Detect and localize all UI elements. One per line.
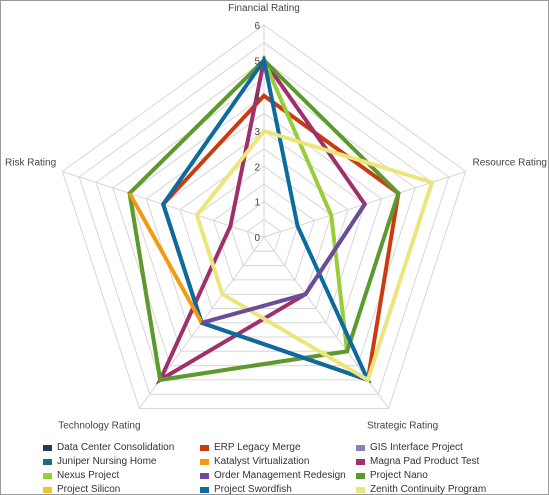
legend-swatch [43, 458, 52, 465]
legend-label: Katalyst Virtualization [214, 456, 310, 467]
series-line [127, 192, 204, 324]
legend-swatch [43, 472, 52, 479]
legend-label: Nexus Project [57, 470, 120, 481]
grid-ring [61, 24, 467, 409]
tick-label: 0 [254, 233, 260, 244]
series-line [155, 55, 368, 385]
grid-ring [162, 130, 366, 324]
legend-item[interactable]: Nexus Project [43, 469, 200, 482]
axis-label: Resource Rating [473, 158, 547, 169]
legend-item[interactable]: Data Center Consolidation [43, 441, 200, 454]
legend-label: Magna Pad Product Test [370, 456, 480, 467]
axis-label: Technology Rating [58, 421, 140, 432]
legend-swatch [356, 486, 365, 493]
legend-item[interactable]: Zenith Continuity Program [356, 483, 536, 495]
tick-label: 4 [254, 92, 260, 103]
series-line [201, 292, 307, 325]
grid-ring [145, 112, 383, 338]
grid-ring [213, 183, 315, 281]
legend-item[interactable]: Project Silicon [43, 483, 200, 495]
series-line [194, 128, 435, 383]
legend-label: Data Center Consolidation [57, 442, 175, 453]
axis-label: Strategic Rating [367, 421, 438, 432]
legend-label: Project Silicon [57, 484, 121, 495]
legend-item[interactable]: Magna Pad Product Test [356, 455, 536, 468]
legend-item[interactable]: Project Swordfish [200, 483, 356, 495]
legend-label: Project Nano [370, 470, 428, 481]
legend-label: Project Swordfish [214, 484, 292, 495]
legend-item[interactable]: Order Management Redesign [200, 469, 356, 482]
legend-label: ERP Legacy Merge [214, 442, 301, 453]
legend-item[interactable]: Katalyst Virtualization [200, 455, 356, 468]
legend-swatch [356, 472, 365, 479]
legend-label: Juniper Nursing Home [57, 456, 157, 467]
radar-series [127, 55, 435, 385]
legend-item[interactable]: Juniper Nursing Home [43, 455, 200, 468]
radar-grid [61, 24, 467, 409]
radar-chart: 0 1 2 3 4 5 6 Financial Rating Resource Rating S… [5, 3, 547, 432]
legend-item[interactable]: ERP Legacy Merge [200, 441, 356, 454]
tick-label: 5 [254, 56, 260, 67]
grid-ring [78, 42, 450, 395]
legend-swatch [200, 486, 209, 493]
grid-ring [246, 218, 282, 252]
legend-label: GIS Interface Project [370, 442, 463, 453]
series-line [160, 55, 372, 384]
legend-swatch [43, 444, 52, 451]
legend-swatch [356, 458, 365, 465]
tick-label: 2 [254, 162, 260, 173]
grid-ring [179, 148, 349, 309]
legend-label: Order Management Redesign [214, 470, 346, 481]
legend-label: Zenith Continuity Program [370, 484, 487, 495]
grid-ring [95, 59, 433, 381]
legend-swatch [200, 444, 209, 451]
legend: Data Center Consolidation ERP Legacy Merg… [43, 441, 543, 495]
axis-labels: Financial Rating Resource Rating Strategic… [5, 3, 547, 432]
legend-item[interactable]: Project Nano [356, 469, 536, 482]
tick-label: 6 [254, 21, 260, 32]
tick-label: 3 [254, 127, 260, 138]
axis-label: Risk Rating [5, 158, 56, 169]
legend-item[interactable]: GIS Interface Project [356, 441, 536, 454]
legend-swatch [43, 486, 52, 493]
legend-swatch [200, 472, 209, 479]
legend-swatch [200, 458, 209, 465]
tick-label: 1 [254, 198, 260, 209]
grid-ring [229, 201, 299, 267]
grid-ring [196, 165, 332, 295]
series-line [303, 203, 367, 296]
series-line [127, 57, 401, 383]
tick-labels: 0 1 2 3 4 5 6 [254, 21, 260, 244]
axis-label: Financial Rating [228, 3, 300, 14]
legend-swatch [356, 444, 365, 451]
